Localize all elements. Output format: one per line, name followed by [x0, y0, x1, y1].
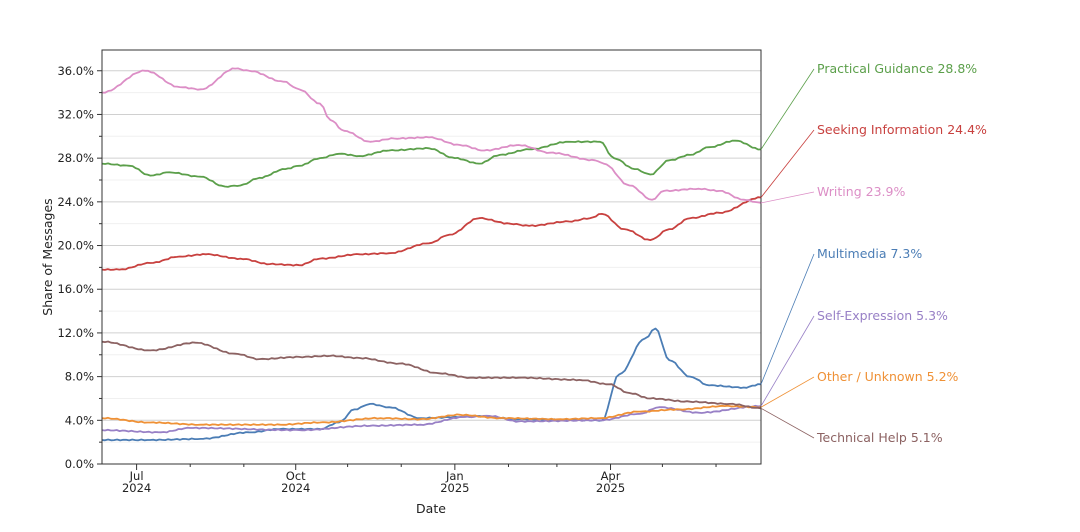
y-tick-label: 12.0% — [57, 326, 94, 340]
gridlines — [102, 70, 761, 443]
label-connector — [760, 376, 815, 408]
x-axis-label: Date — [416, 501, 446, 516]
y-tick-label: 32.0% — [57, 107, 94, 121]
series-label: Other / Unknown 5.2% — [817, 369, 959, 384]
series-line-technical-help — [101, 340, 762, 410]
y-tick-label: 0.0% — [65, 457, 94, 471]
y-tick-label: 20.0% — [57, 239, 94, 253]
y-tick-label: 16.0% — [57, 282, 94, 296]
label-connector — [760, 315, 815, 407]
x-tick-label: Jul — [129, 469, 144, 483]
series-line-writing — [101, 67, 762, 204]
series-lines — [101, 67, 762, 442]
x-tick-sublabel: 2024 — [122, 481, 151, 495]
series-label: Seeking Information 24.4% — [817, 122, 987, 137]
x-tick-label: Jan — [445, 469, 464, 483]
series-line-other-unknown — [101, 404, 762, 427]
y-axis-label: Share of Messages — [40, 198, 55, 315]
series-labels: Practical Guidance 28.8% Seeking Informat… — [760, 61, 987, 445]
series-line-seeking-information — [101, 196, 762, 271]
label-connector — [760, 407, 815, 439]
series-label: Self-Expression 5.3% — [817, 308, 948, 323]
y-tick-label: 24.0% — [57, 195, 94, 209]
x-tick-sublabel: 2025 — [440, 481, 469, 495]
label-connector — [760, 68, 815, 150]
series-line-self-expression — [101, 404, 762, 434]
label-connector — [760, 191, 815, 204]
x-tick-sublabel: 2025 — [596, 481, 625, 495]
label-connector — [760, 253, 815, 385]
series-label: Writing 23.9% — [817, 184, 905, 199]
y-tick-label: 4.0% — [65, 413, 94, 427]
y-tick-label: 36.0% — [57, 64, 94, 78]
x-tick-label: Apr — [601, 469, 621, 483]
plot-frame — [101, 49, 762, 465]
series-line-practical-guidance — [101, 139, 762, 188]
x-tick-label: Oct — [286, 469, 306, 483]
series-label: Technical Help 5.1% — [816, 430, 943, 445]
label-connector — [760, 129, 815, 198]
series-label: Practical Guidance 28.8% — [817, 61, 977, 76]
x-tick-sublabel: 2024 — [281, 481, 310, 495]
axes: 0.0% 4.0% 8.0% 12.0% 16.0% 20.0% 24.0% 28.0% 32.… — [57, 64, 717, 495]
y-tick-label: 28.0% — [57, 151, 94, 165]
y-tick-label: 8.0% — [65, 370, 94, 384]
series-label: Multimedia 7.3% — [817, 246, 922, 261]
